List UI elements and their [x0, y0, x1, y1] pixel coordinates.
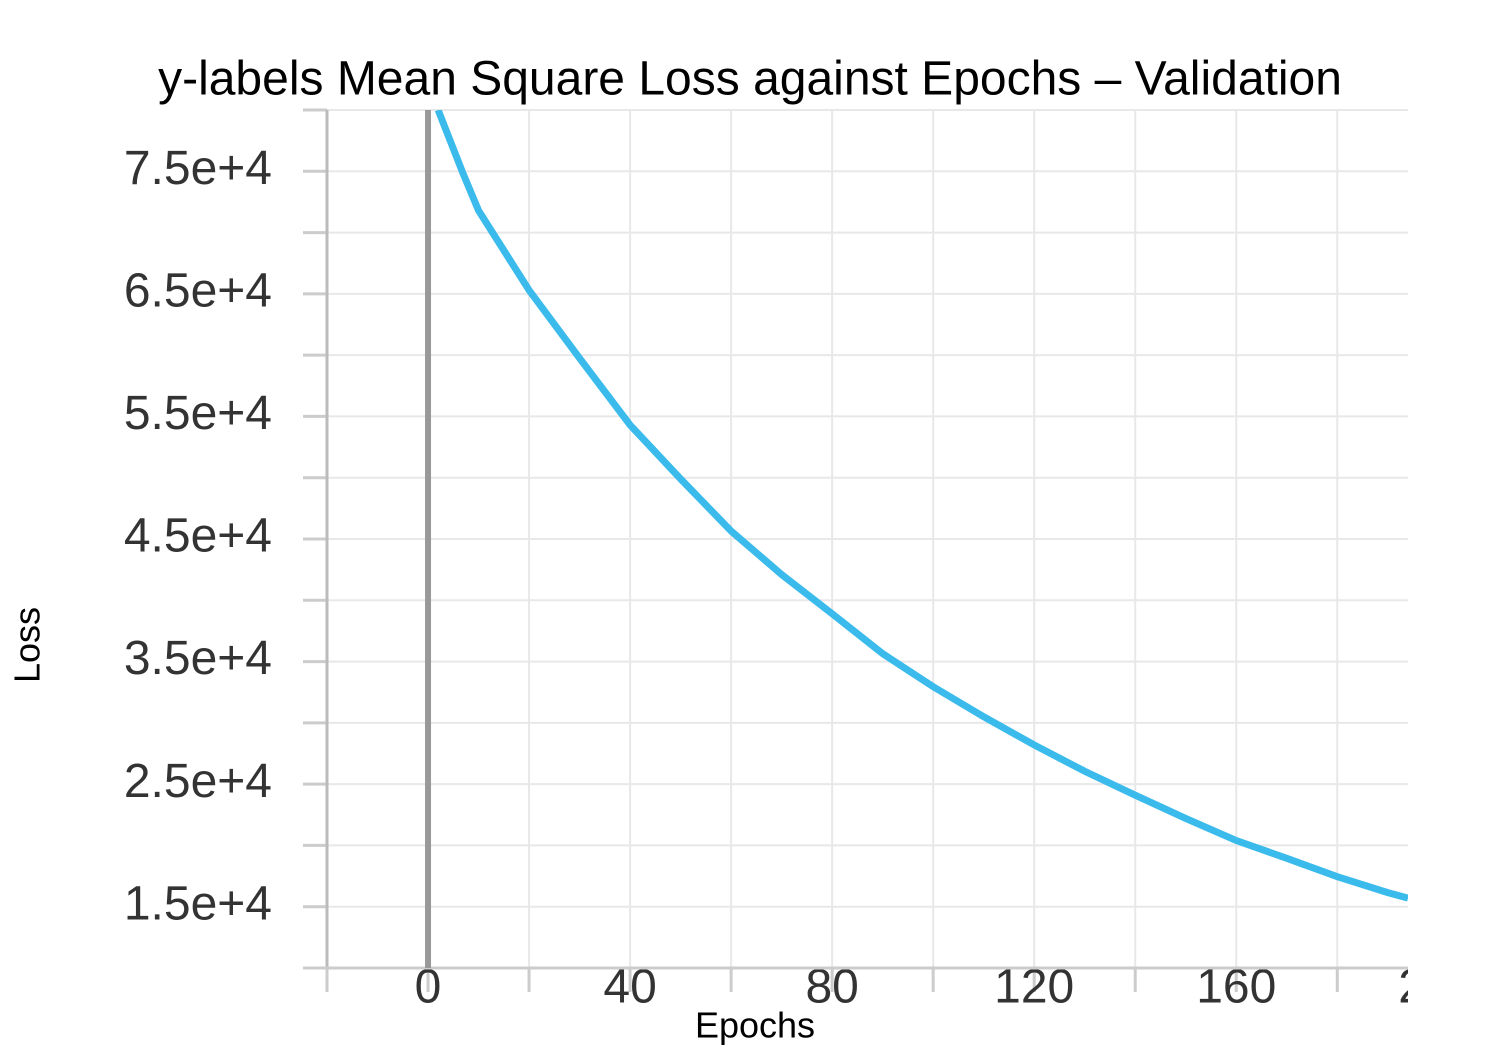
x-tick-label: 40: [603, 961, 656, 1014]
y-tick-label: 7.5e+4: [124, 142, 272, 195]
x-tick-label: 200: [1398, 961, 1478, 1014]
y-tick-label: 4.5e+4: [124, 510, 272, 563]
chart-title: y-labels Mean Square Loss against Epochs…: [158, 53, 1342, 106]
x-tick-label: 80: [805, 961, 858, 1014]
y-axis-label: Loss: [7, 607, 48, 683]
y-tick-label: 3.5e+4: [124, 632, 272, 685]
x-tick-label: 0: [415, 961, 442, 1014]
y-tick-label: 5.5e+4: [124, 387, 272, 440]
loss-line: [434, 110, 1408, 902]
x-tick-label: 160: [1196, 961, 1276, 1014]
y-tick-label: 2.5e+4: [124, 755, 272, 808]
x-tick-label: 120: [994, 961, 1074, 1014]
y-tick-label: 1.5e+4: [124, 877, 272, 930]
y-tick-label: 6.5e+4: [124, 265, 272, 318]
x-axis-label: Epochs: [695, 1005, 815, 1046]
